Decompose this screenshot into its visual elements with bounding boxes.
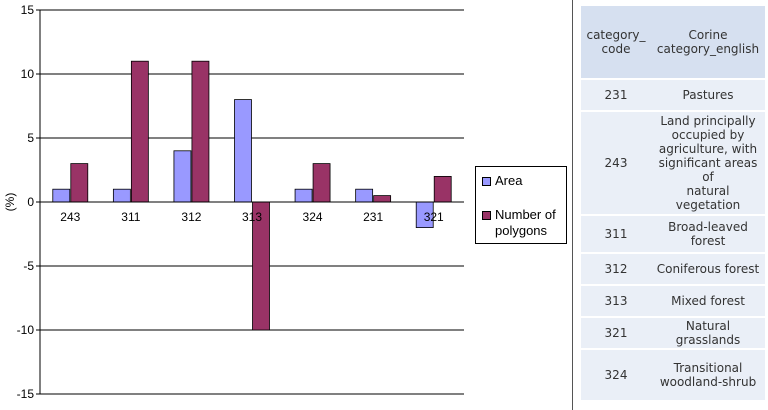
cell-category-english: Natural grasslands — [651, 318, 765, 350]
table-row: 324 Transitional woodland-shrub — [581, 350, 765, 402]
y-tick-label: 5 — [27, 131, 34, 145]
bar-number-of-polygons — [312, 163, 331, 203]
table-header-row: category_ code Corine category_english — [581, 6, 765, 80]
cell-category-code: 321 — [581, 318, 651, 350]
header-category-english: Corine category_english — [651, 6, 765, 80]
x-tick-label: 231 — [363, 210, 383, 224]
bar-number-of-polygons — [433, 175, 452, 203]
x-tick-label: 324 — [303, 210, 323, 224]
cell-text-line: Broad-leaved — [668, 220, 748, 234]
y-tick-label: 10 — [21, 67, 35, 81]
y-tick-label: -10 — [17, 323, 35, 337]
cell-text-line: Transitional — [673, 361, 743, 375]
y-tick-label: -5 — [23, 259, 34, 273]
cell-category-code: 231 — [581, 80, 651, 112]
cell-text-line: woodland-shrub — [659, 375, 757, 389]
category-table: category_ code Corine category_english 2… — [581, 6, 765, 402]
table-row: 313 Mixed forest — [581, 286, 765, 318]
cell-category-english: Coniferous forest — [651, 254, 765, 286]
header-code-line1: category_ — [586, 28, 646, 42]
cell-category-english: Mixed forest — [651, 286, 765, 318]
cell-text-line: Land principally — [660, 114, 756, 128]
cell-category-code: 313 — [581, 286, 651, 318]
legend-swatch-polygons — [482, 211, 491, 220]
cell-text-line: Natural grasslands — [675, 319, 741, 347]
y-axis-title: (%) — [3, 193, 17, 212]
legend-swatch-area — [482, 177, 491, 186]
x-tick-label: 313 — [242, 210, 262, 224]
bar-area — [294, 188, 313, 203]
chart-legend: Area Number of polygons — [475, 166, 567, 244]
header-name-line1: Corine — [688, 28, 728, 42]
bar-area — [112, 188, 131, 203]
bar-chart: 15 10 5 0 -5 -10 -15 243 311 312 313 324 231 321 (%) — [3, 3, 464, 401]
bar-area — [52, 188, 71, 203]
legend-label-area: Area — [495, 173, 523, 188]
cell-category-code: 311 — [581, 216, 651, 254]
bar-area — [355, 188, 374, 203]
cell-text-line: Coniferous forest — [656, 262, 760, 276]
legend-label-polygons-line2: polygons — [495, 223, 548, 238]
table-row: 243 Land principally occupied by agricultur… — [581, 112, 765, 216]
legend-label-polygons-line1: Number of — [495, 207, 556, 222]
bars — [52, 60, 452, 331]
legend-item-polygons: Number of polygons — [482, 207, 556, 239]
table-row: 312 Coniferous forest — [581, 254, 765, 286]
cell-category-code: 312 — [581, 254, 651, 286]
x-tick-label: 312 — [181, 210, 201, 224]
bar-area — [173, 150, 192, 203]
table-row: 321 Natural grasslands — [581, 318, 765, 350]
cell-category-english: Land principally occupied by agriculture, … — [651, 112, 765, 216]
x-tick-label: 243 — [60, 210, 80, 224]
cell-text-line: Mixed forest — [671, 294, 745, 308]
cell-text-line: occupied by — [671, 128, 745, 142]
table-row: 311 Broad-leaved forest — [581, 216, 765, 254]
axes: 15 10 5 0 -5 -10 -15 243 311 312 313 324 231 321 — [17, 3, 464, 401]
legend-label-polygons: Number of polygons — [495, 207, 556, 239]
x-tick-label: 311 — [121, 210, 140, 224]
cell-category-code: 243 — [581, 112, 651, 216]
cell-text-line: agriculture, with — [658, 142, 758, 156]
legend-item-area: Area — [482, 173, 522, 189]
cell-category-english: Broad-leaved forest — [651, 216, 765, 254]
x-tick-label: 321 — [424, 210, 444, 224]
bar-number-of-polygons — [191, 60, 210, 203]
bar-number-of-polygons — [130, 60, 149, 203]
y-tick-label: -15 — [17, 387, 35, 401]
bar-area — [234, 99, 252, 203]
cell-category-english: Transitional woodland-shrub — [651, 350, 765, 402]
bar-number-of-polygons — [373, 195, 392, 203]
cell-category-english: Pastures — [651, 80, 765, 112]
cell-text-line: significant areas of — [658, 156, 758, 184]
bar-number-of-polygons — [70, 163, 89, 203]
table-body: 231 Pastures 243 Land principally occupied b… — [581, 80, 765, 402]
header-category-code: category_ code — [581, 6, 651, 80]
cell-text-line: Pastures — [682, 88, 734, 102]
header-name-line2: category_english — [656, 42, 760, 56]
cell-text-line: natural vegetation — [675, 184, 741, 212]
y-tick-label: 0 — [27, 195, 34, 209]
table-row: 231 Pastures — [581, 80, 765, 112]
panel-divider — [572, 0, 573, 410]
cell-category-code: 324 — [581, 350, 651, 402]
cell-text-line: forest — [690, 234, 726, 248]
header-code-line2: code — [601, 42, 631, 56]
y-tick-label: 15 — [21, 3, 35, 17]
